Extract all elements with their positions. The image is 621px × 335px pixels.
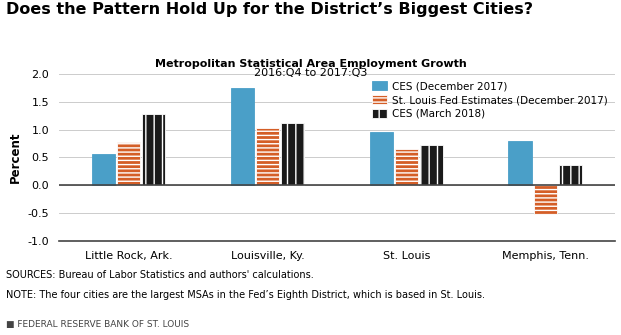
Bar bbox=[509, 141, 532, 185]
Bar bbox=[230, 88, 254, 185]
Legend: CES (December 2017), St. Louis Fed Estimates (December 2017), CES (March 2018): CES (December 2017), St. Louis Fed Estim… bbox=[370, 79, 610, 121]
Bar bbox=[281, 123, 304, 185]
Bar bbox=[142, 114, 165, 185]
Text: 2016:Q4 to 2017:Q3: 2016:Q4 to 2017:Q3 bbox=[254, 68, 367, 78]
Text: Metropolitan Statistical Area Employment Growth: Metropolitan Statistical Area Employment… bbox=[155, 59, 466, 69]
Bar bbox=[420, 145, 443, 185]
Text: NOTE: The four cities are the largest MSAs in the Fed’s Eighth District, which i: NOTE: The four cities are the largest MS… bbox=[6, 290, 485, 300]
Bar bbox=[369, 132, 393, 185]
Bar bbox=[256, 128, 279, 185]
Y-axis label: Percent: Percent bbox=[9, 132, 22, 183]
Bar bbox=[558, 165, 582, 185]
Bar bbox=[533, 185, 557, 214]
Bar bbox=[92, 153, 116, 185]
Bar bbox=[394, 149, 418, 185]
Text: SOURCES: Bureau of Labor Statistics and authors' calculations.: SOURCES: Bureau of Labor Statistics and … bbox=[6, 270, 314, 280]
Bar bbox=[117, 142, 140, 185]
Text: ■ FEDERAL RESERVE BANK OF ST. LOUIS: ■ FEDERAL RESERVE BANK OF ST. LOUIS bbox=[6, 320, 189, 329]
Text: Does the Pattern Hold Up for the District’s Biggest Cities?: Does the Pattern Hold Up for the Distric… bbox=[6, 2, 533, 17]
